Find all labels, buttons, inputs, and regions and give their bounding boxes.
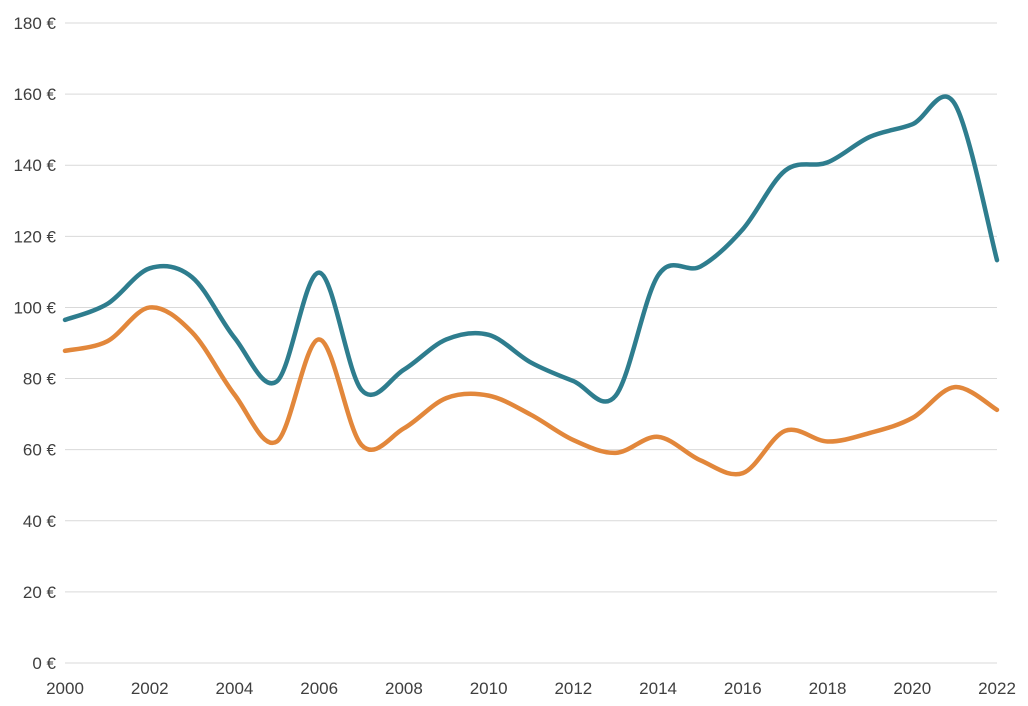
series-orange-line bbox=[62, 305, 1000, 477]
y-tick-label: 180 € bbox=[13, 14, 56, 33]
x-tick-label: 2012 bbox=[554, 679, 592, 698]
y-axis-labels: 0 € 20 € 40 € 60 € 80 € 100 € 120 € 140 € 160 € 1… bbox=[13, 14, 56, 673]
x-tick-label: 2006 bbox=[300, 679, 338, 698]
y-tick-label: 0 € bbox=[32, 654, 56, 673]
x-tick-label: 2016 bbox=[724, 679, 762, 698]
y-tick-label: 140 € bbox=[13, 156, 56, 175]
y-tick-label: 120 € bbox=[13, 227, 56, 246]
series-teal-line bbox=[62, 94, 1000, 404]
gridlines bbox=[65, 22, 997, 664]
x-tick-label: 2014 bbox=[639, 679, 677, 698]
x-tick-label: 2018 bbox=[809, 679, 847, 698]
x-tick-label: 2008 bbox=[385, 679, 423, 698]
x-tick-label: 2022 bbox=[978, 679, 1016, 698]
x-tick-label: 2004 bbox=[216, 679, 254, 698]
y-tick-label: 100 € bbox=[13, 298, 56, 317]
y-tick-label: 40 € bbox=[23, 512, 57, 531]
x-tick-label: 2010 bbox=[470, 679, 508, 698]
x-tick-label: 2000 bbox=[46, 679, 84, 698]
x-tick-label: 2020 bbox=[893, 679, 931, 698]
y-tick-label: 20 € bbox=[23, 583, 57, 602]
y-tick-label: 160 € bbox=[13, 85, 56, 104]
y-tick-label: 60 € bbox=[23, 441, 57, 460]
y-tick-label: 80 € bbox=[23, 370, 57, 389]
x-axis-labels: 2000 2002 2004 2006 2008 2010 2012 2014 2016 2018… bbox=[46, 679, 1016, 698]
x-tick-label: 2002 bbox=[131, 679, 169, 698]
